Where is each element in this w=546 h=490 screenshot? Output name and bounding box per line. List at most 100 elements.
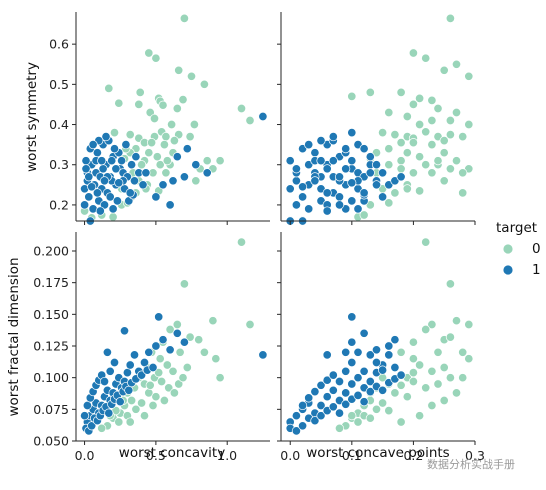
- legend-label-0: 0: [532, 241, 541, 257]
- scatter-point-target-0: [151, 392, 161, 402]
- scatter-point-target-1: [365, 350, 375, 360]
- x-tick-label: 0.2: [403, 448, 423, 463]
- scatter-point-target-0: [396, 156, 406, 166]
- scatter-point-target-0: [421, 127, 431, 137]
- scatter-point-target-1: [365, 168, 375, 178]
- scatter-point-target-0: [445, 373, 455, 383]
- scatter-point-target-1: [129, 350, 140, 360]
- scatter-point-target-0: [158, 100, 168, 110]
- scatter-point-target-1: [291, 200, 301, 210]
- scatter-point-target-1: [347, 379, 357, 389]
- scatter-point-target-0: [408, 168, 418, 178]
- scatter-point-target-0: [421, 237, 431, 247]
- scatter-point-target-0: [108, 212, 118, 222]
- scatter-point-target-1: [322, 206, 332, 216]
- scatter-point-target-1: [378, 168, 388, 178]
- scatter-point-target-1: [124, 385, 134, 395]
- scatter-point-target-1: [285, 156, 295, 166]
- scatter-point-target-0: [445, 130, 455, 140]
- scatter-point-target-0: [427, 400, 437, 411]
- scatter-point-target-0: [396, 380, 406, 390]
- scatter-point-target-1: [80, 411, 90, 421]
- scatter-point-target-0: [215, 373, 225, 383]
- scatter-point-target-1: [359, 397, 369, 407]
- scatter-point-target-1: [114, 178, 124, 188]
- scatter-point-target-0: [433, 347, 443, 357]
- scatter-point-target-0: [390, 130, 400, 140]
- y-tick-label: 0.200: [33, 244, 69, 259]
- scatter-point-target-0: [245, 115, 255, 126]
- y-tick-label: 0.150: [33, 307, 69, 322]
- scatter-point-target-1: [172, 152, 182, 162]
- scatter-point-target-1: [81, 156, 91, 166]
- scatter-point-target-0: [408, 376, 418, 387]
- scatter-point-target-0: [185, 332, 195, 342]
- scatter-point-target-0: [137, 398, 147, 408]
- scatter-point-target-1: [310, 416, 320, 426]
- scatter-point-target-0: [396, 138, 406, 148]
- scatter-point-target-0: [390, 188, 400, 198]
- scatter-point-target-0: [114, 417, 124, 427]
- scatter-point-target-1: [112, 196, 122, 206]
- scatter-point-target-0: [421, 53, 431, 63]
- scatter-point-target-1: [353, 390, 363, 400]
- scatter-point-target-1: [365, 152, 375, 162]
- scatter-point-target-0: [439, 136, 449, 146]
- scatter-point-target-1: [105, 366, 115, 376]
- scatter-point-target-0: [365, 413, 375, 423]
- scatter-point-target-0: [178, 95, 188, 105]
- scatter-point-target-0: [421, 324, 431, 335]
- scatter-point-target-1: [129, 176, 140, 186]
- scatter-point-target-1: [291, 426, 301, 436]
- scatter-point-target-0: [236, 237, 247, 247]
- scatter-point-target-1: [353, 373, 363, 383]
- scatter-point-target-1: [359, 366, 369, 376]
- scatter-point-target-0: [208, 316, 218, 326]
- scatter-point-target-1: [125, 188, 135, 198]
- scatter-point-target-1: [341, 366, 351, 376]
- x-axis-title-col-0: worst concavity: [119, 445, 225, 461]
- scatter-point-target-1: [334, 376, 345, 387]
- scatter-point-target-1: [316, 400, 326, 411]
- scatter-point-target-1: [310, 148, 320, 158]
- scatter-point-target-1: [109, 144, 120, 154]
- scatter-point-target-1: [84, 172, 94, 182]
- scatter-point-target-0: [189, 119, 199, 130]
- scatter-point-target-1: [371, 345, 382, 355]
- panel-bottom-left: 0.050 0.075 0.100 0.125 0.150 0.175 0.200 0.0 0.…: [33, 232, 270, 463]
- scatter-point-target-0: [161, 132, 171, 142]
- scatter-point-target-1: [341, 388, 351, 398]
- scatter-point-target-0: [378, 128, 388, 138]
- y-tick-label: 0.075: [33, 402, 69, 417]
- scatter-point-target-1: [322, 375, 332, 385]
- scatter-point-target-1: [334, 200, 345, 210]
- scatter-point-target-0: [179, 13, 189, 23]
- scatter-point-target-0: [408, 337, 418, 347]
- legend-label-1: 1: [532, 262, 541, 278]
- scatter-point-target-1: [347, 337, 357, 347]
- scatter-point-target-1: [172, 328, 182, 338]
- scatter-point-target-0: [191, 176, 201, 186]
- scatter-point-target-1: [378, 365, 388, 375]
- scatter-point-target-0: [464, 319, 474, 330]
- scatter-point-target-0: [371, 404, 382, 414]
- scatter-point-target-0: [194, 335, 204, 345]
- scatter-point-target-0: [396, 417, 406, 427]
- scatter-point-target-0: [451, 156, 462, 166]
- scatter-point-target-1: [316, 411, 326, 421]
- scatter-point-target-1: [121, 140, 131, 150]
- scatter-point-target-0: [137, 160, 147, 170]
- scatter-point-target-1: [92, 148, 102, 158]
- x-axis-title-col-1: worst concave points: [306, 445, 449, 461]
- scatter-point-target-0: [427, 366, 437, 376]
- x-tick-label: 1.0: [217, 448, 237, 463]
- scatter-point-target-0: [464, 71, 474, 81]
- scatter-point-target-1: [365, 376, 375, 387]
- scatter-point-target-0: [168, 366, 178, 376]
- scatter-point-target-1: [359, 328, 369, 338]
- scatter-point-target-1: [158, 180, 168, 190]
- scatter-point-target-0: [421, 160, 431, 170]
- scatter-point-target-0: [169, 388, 179, 398]
- y-tick-label: 0.6: [49, 37, 69, 52]
